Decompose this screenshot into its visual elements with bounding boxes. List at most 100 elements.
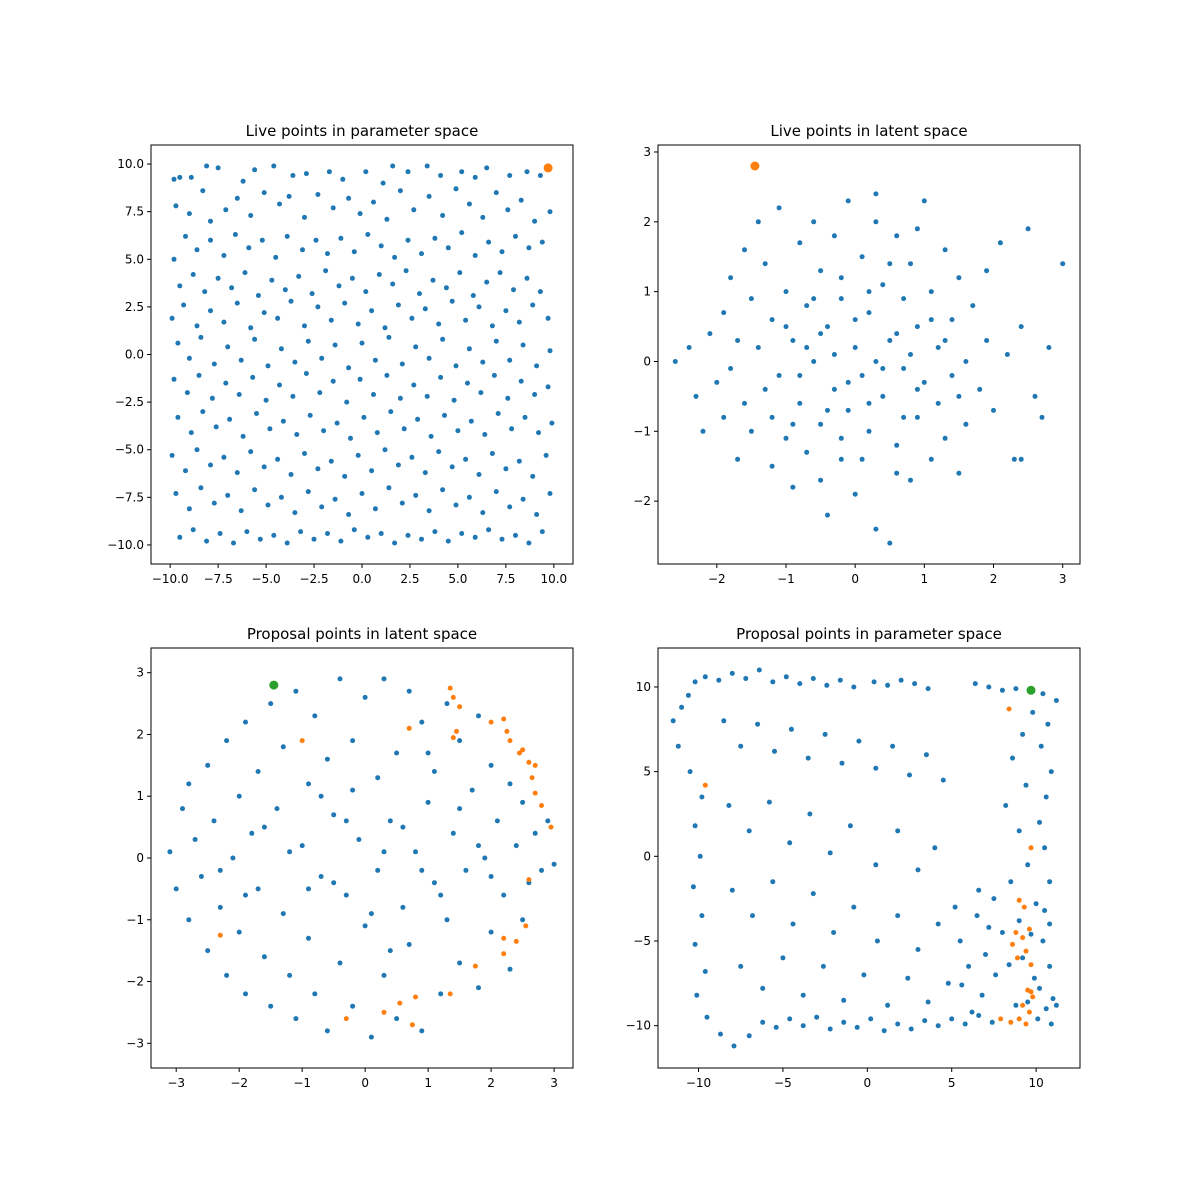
scatter-point	[453, 363, 459, 369]
scatter-point	[513, 938, 519, 944]
scatter-point	[243, 892, 248, 898]
scatter-point	[384, 216, 390, 222]
scatter-point	[489, 451, 495, 456]
x-tick-label: 3	[1059, 572, 1067, 586]
scatter-point	[169, 452, 175, 458]
scatter-point	[679, 704, 685, 710]
scatter-point	[488, 874, 494, 879]
scatter-point	[787, 1016, 793, 1022]
scatter-point	[692, 823, 698, 829]
scatter-point	[186, 781, 192, 787]
scatter-point	[543, 452, 549, 458]
scatter-point	[963, 359, 969, 364]
scatter-point	[539, 529, 545, 535]
scatter-point	[851, 684, 857, 690]
scatter-point	[868, 1016, 874, 1022]
scatter-point	[894, 233, 900, 239]
scatter-point	[486, 527, 492, 533]
scatter-point	[1032, 393, 1038, 399]
scatter-point	[217, 867, 223, 873]
scatter-point	[1047, 879, 1053, 885]
scatter-point	[991, 407, 996, 413]
scatter-point	[255, 769, 261, 774]
scatter-point	[838, 275, 844, 281]
scatter-point	[880, 366, 886, 371]
scatter-point	[319, 504, 325, 510]
scatter-point	[275, 315, 281, 321]
scatter-point	[974, 913, 980, 919]
scatter-point	[518, 197, 524, 203]
scatter-point	[972, 681, 978, 687]
scatter-point	[224, 972, 230, 978]
scatter-point	[887, 338, 893, 343]
scatter-point	[518, 378, 524, 384]
scatter-point	[177, 534, 183, 540]
scatter-point	[392, 540, 398, 546]
scatter-point	[1016, 1016, 1022, 1022]
scatter-point	[447, 991, 453, 997]
scatter-point	[534, 512, 540, 517]
scatter-point	[198, 334, 204, 340]
scatter-point	[263, 397, 269, 403]
scatter-point	[200, 409, 206, 415]
scatter-point	[810, 676, 816, 681]
scatter-point	[252, 487, 258, 493]
scatter-point	[171, 376, 177, 382]
scatter-point	[488, 929, 494, 935]
scatter-point	[976, 887, 982, 893]
scatter-point	[221, 454, 227, 460]
scatter-point	[520, 917, 526, 923]
scatter-point	[831, 386, 837, 392]
scatter-point	[526, 540, 532, 546]
scatter-point	[254, 411, 259, 416]
scatter-point	[400, 824, 406, 830]
scatter-point	[928, 289, 934, 295]
scatter-point	[324, 756, 330, 762]
scatter-point	[735, 338, 741, 343]
scatter-point	[1018, 456, 1024, 462]
scatter-point	[818, 477, 824, 483]
scatter-point	[442, 412, 447, 418]
scatter-point	[513, 843, 519, 849]
scatter-point	[386, 485, 392, 491]
scatter-point	[1010, 941, 1015, 947]
scatter-point	[956, 470, 962, 476]
x-tick-label: 1	[921, 572, 929, 586]
scatter-point	[1006, 962, 1012, 968]
scatter-point	[769, 414, 775, 420]
scatter-point	[780, 955, 786, 961]
scatter-point	[729, 670, 735, 676]
scatter-point	[244, 529, 250, 535]
x-tick-label: 0	[361, 1076, 369, 1090]
y-tick-label: 2	[136, 727, 144, 741]
scatter-point	[346, 365, 352, 371]
scatter-point	[505, 207, 511, 213]
scatter-point	[859, 373, 865, 378]
x-tick-label: 5.0	[448, 572, 467, 586]
scatter-point	[504, 728, 510, 734]
scatter-point	[348, 435, 353, 441]
x-tick-label: −1	[293, 1076, 311, 1090]
scatter-point	[466, 346, 472, 352]
scatter-point	[1028, 931, 1034, 937]
x-tick-label: −3	[167, 1076, 185, 1090]
scatter-point	[970, 303, 976, 309]
scatter-point	[685, 692, 691, 698]
scatter-point	[215, 165, 221, 171]
scatter-point	[261, 310, 267, 316]
scatter-point	[1023, 782, 1029, 788]
scatter-point	[302, 451, 307, 456]
scatter-point	[337, 676, 343, 682]
scatter-point	[524, 275, 530, 281]
scatter-point	[440, 487, 446, 493]
scatter-point	[171, 256, 177, 262]
scatter-point	[807, 811, 813, 817]
scatter-point	[1026, 926, 1032, 932]
x-tick-label: −10.0	[152, 572, 189, 586]
scatter-point	[173, 203, 179, 209]
scatter-point	[866, 310, 872, 316]
scatter-point	[811, 359, 817, 364]
scatter-point	[805, 755, 811, 761]
scatter-point	[318, 874, 324, 879]
